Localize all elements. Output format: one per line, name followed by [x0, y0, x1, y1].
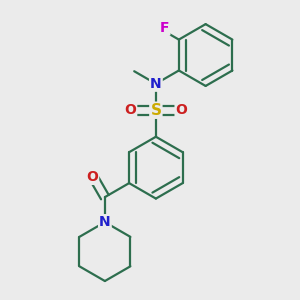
- Text: N: N: [99, 215, 111, 229]
- Text: O: O: [86, 170, 98, 184]
- Text: O: O: [176, 103, 188, 117]
- Text: O: O: [124, 103, 136, 117]
- Text: N: N: [150, 77, 162, 91]
- Text: F: F: [160, 21, 169, 35]
- Text: S: S: [150, 103, 161, 118]
